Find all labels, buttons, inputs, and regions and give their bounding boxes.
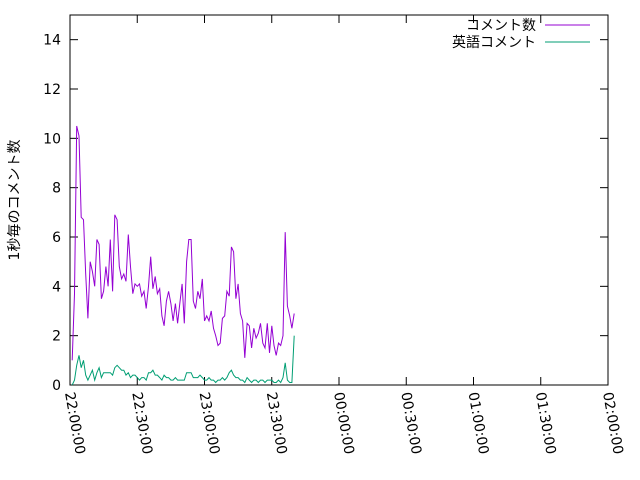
plot-frame <box>69 14 609 386</box>
x-tick-label: 00:30:00 <box>397 391 424 456</box>
x-tick-label: 01:30:00 <box>532 391 559 456</box>
x-tick-label: 23:30:00 <box>263 391 290 456</box>
x-tick-label: 00:00:00 <box>330 391 357 456</box>
x-axis: 22:00:00 22:30:00 23:00:00 23:30:00 00:00:00… <box>61 15 626 456</box>
y-tick-label: 10 <box>43 131 61 147</box>
series-lines <box>71 125 295 386</box>
series-line-2 <box>71 335 295 386</box>
y-tick-label: 14 <box>43 33 61 49</box>
y-tick-label: 0 <box>52 378 61 394</box>
y-axis-label: 1秒毎のコメント数 <box>7 140 23 261</box>
x-tick-label: 22:30:00 <box>128 391 155 456</box>
x-tick-label: 01:00:00 <box>465 391 492 456</box>
y-axis: 0 2 4 6 8 10 12 14 <box>43 33 608 394</box>
y-tick-label: 4 <box>52 279 61 295</box>
legend-label-1: コメント数 <box>466 18 536 34</box>
y-tick-label: 2 <box>52 329 61 345</box>
y-tick-label: 6 <box>52 230 61 246</box>
x-tick-label: 23:00:00 <box>196 391 223 456</box>
y-tick-label: 12 <box>43 82 61 98</box>
x-tick-label: 02:00:00 <box>599 391 626 456</box>
series-line-1 <box>71 125 295 361</box>
x-tick-label: 22:00:00 <box>61 391 88 456</box>
legend-label-2: 英語コメント <box>452 34 536 51</box>
y-tick-label: 8 <box>52 181 61 197</box>
